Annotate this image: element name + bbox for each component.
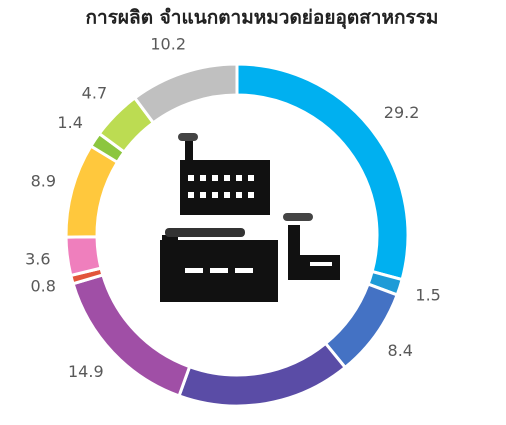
data-label: 14.9 <box>68 362 104 381</box>
data-label: 4.7 <box>82 84 107 103</box>
factory-icons <box>160 133 340 302</box>
data-label: 16.4 <box>253 422 289 425</box>
data-label: 10.2 <box>150 35 186 54</box>
data-label: 8.9 <box>31 172 56 191</box>
data-label: 3.6 <box>25 250 50 269</box>
chart-title: การผลิต จำแนกตามหมวดย่อยอุตสาหกรรม <box>86 7 439 30</box>
donut-segment <box>132 62 239 125</box>
data-label: 8.4 <box>388 341 413 360</box>
data-label: 1.4 <box>57 113 82 132</box>
data-label: 0.8 <box>30 277 55 296</box>
donut-segment <box>64 235 103 278</box>
data-label: 1.5 <box>415 286 440 305</box>
donut-segment <box>64 144 120 239</box>
data-label: 29.2 <box>384 103 420 122</box>
donut-segment <box>177 341 348 408</box>
